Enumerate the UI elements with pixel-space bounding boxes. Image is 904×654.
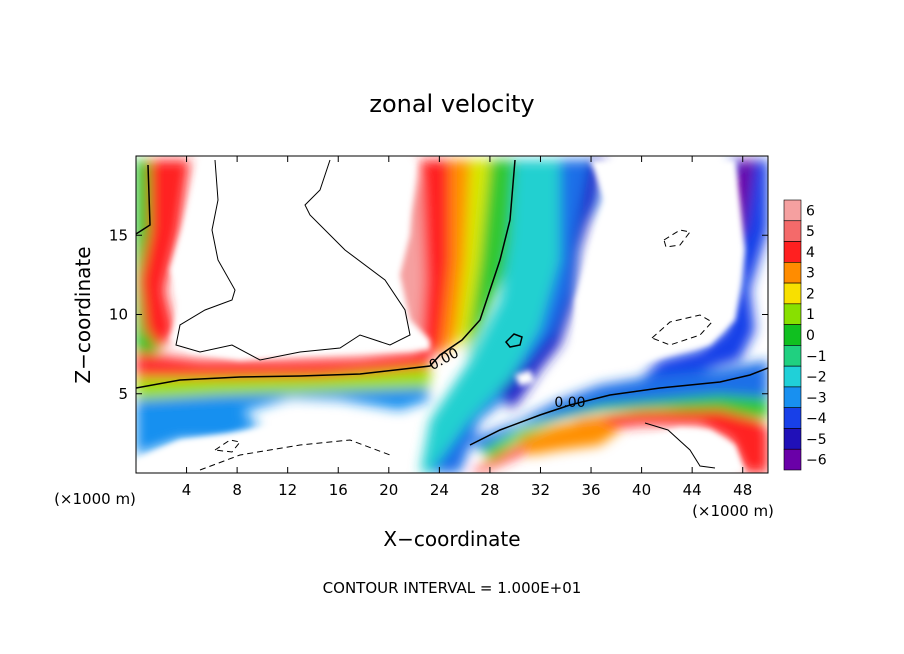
colorbar-label: −5	[806, 432, 827, 448]
contour-lower-right	[644, 422, 716, 469]
colorbar: 6 5 4 3 2 1 0 −1 −2 −3 −4 −5 −6	[783, 199, 827, 471]
white-region-lower-left	[136, 420, 400, 473]
x-tick-label: 24	[430, 481, 449, 499]
field-region-jet-green	[465, 160, 520, 360]
x-tick-label: 36	[581, 481, 600, 499]
colorbar-label: −6	[806, 453, 827, 469]
colorbar-swatch	[783, 220, 802, 242]
contour-zero-upper	[136, 159, 516, 389]
colorbar-swatch	[783, 345, 802, 367]
x-tick-label: 8	[232, 481, 242, 499]
colorbar-swatch	[783, 324, 802, 346]
x-axis: 4 8 12 16 20 24 28 32 36 40 44 48	[182, 156, 752, 499]
white-region-upper-left	[170, 160, 430, 360]
x-tick-label: 44	[683, 481, 702, 499]
colorbar-swatch	[783, 365, 802, 388]
colorbar-swatch	[783, 241, 802, 263]
field-region-lower-right-orange	[520, 420, 620, 455]
contour-dashed-3	[213, 439, 241, 453]
colorbar-swatch	[783, 262, 802, 284]
y-tick-label: 5	[118, 385, 128, 403]
x-tick-label: 48	[733, 481, 752, 499]
colorbar-swatch	[783, 282, 802, 305]
x-tick-label: 32	[531, 481, 550, 499]
colorbar-swatch	[783, 407, 802, 429]
colorbar-label: 0	[806, 328, 815, 344]
field-region-jet-darkblue	[500, 160, 605, 410]
contour-zero-lower	[469, 367, 768, 446]
field-region-lower-left-blue-strip	[136, 405, 260, 455]
contour-dashed-2	[651, 314, 713, 346]
field-region-left-green	[136, 160, 160, 360]
colorbar-label: 6	[806, 203, 815, 219]
white-region-lower-right	[640, 428, 745, 473]
field-region-jet-cyan	[420, 160, 560, 473]
field-region-jet-yellow	[455, 160, 495, 350]
contour-dashed-1	[663, 229, 691, 248]
colorbar-swatch	[783, 448, 802, 471]
x-axis-label: X−coordinate	[383, 527, 520, 551]
colorbar-label: −3	[806, 390, 827, 406]
contour-upper-left	[175, 159, 411, 361]
x-axis-unit-label-right: (×1000 m)	[692, 502, 774, 520]
x-tick-label: 40	[632, 481, 651, 499]
field-region-left-red	[140, 160, 190, 350]
colorbar-label: −2	[806, 370, 827, 386]
field-region-lower-right-green	[480, 395, 768, 460]
colorbar-label: 2	[806, 286, 815, 302]
x-tick-label: 20	[379, 481, 398, 499]
field-region-horizontal-yellow-band	[136, 368, 430, 400]
colorbar-label: −1	[806, 349, 827, 365]
colorbar-swatch	[783, 386, 802, 408]
contour-label: 0.00	[554, 395, 585, 411]
y-axis-label: Z−coordinate	[71, 246, 95, 383]
field-region-lower-right-blue	[470, 360, 768, 450]
x-axis-unit-label: (×1000 m)	[54, 490, 136, 508]
contour-small-loop	[504, 333, 523, 348]
plot-area	[136, 156, 768, 473]
colorbar-label: 1	[806, 307, 815, 323]
colorbar-label: 5	[806, 224, 815, 240]
y-tick-label: 15	[109, 226, 128, 244]
contour-dashed-4	[199, 439, 391, 471]
colorbar-label: −4	[806, 411, 827, 427]
colorbar-swatch	[783, 303, 802, 325]
colorbar-swatch	[783, 428, 802, 450]
contour-interval-footer: CONTOUR INTERVAL = 1.000E+01	[323, 579, 582, 597]
x-tick-label: 16	[329, 481, 348, 499]
colorbar-swatch	[783, 199, 802, 222]
y-tick-label: 10	[109, 306, 128, 324]
colorbar-label: 3	[806, 266, 815, 282]
x-tick-label: 28	[480, 481, 499, 499]
chart-title: zonal velocity	[369, 90, 534, 118]
contour-left-edge	[136, 164, 151, 235]
x-tick-label: 4	[182, 481, 192, 499]
white-region-cyan-hole	[515, 370, 535, 386]
y-axis: 5 10 15	[109, 226, 768, 403]
colorbar-label: 4	[806, 245, 815, 261]
white-region-upper-right	[575, 160, 745, 362]
x-tick-label: 12	[278, 481, 297, 499]
